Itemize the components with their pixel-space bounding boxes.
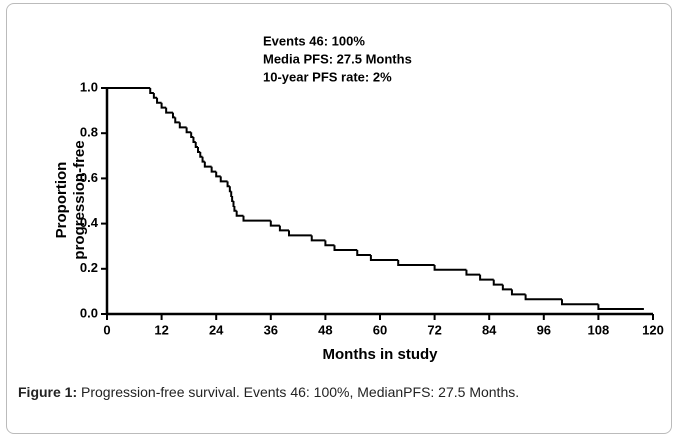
survival-step xyxy=(479,274,494,281)
survival-step xyxy=(156,97,162,104)
annotation: Events 46: 100% xyxy=(263,33,365,48)
survival-step xyxy=(397,259,435,266)
x-tick-label: 24 xyxy=(209,322,224,337)
survival-step xyxy=(203,161,212,168)
x-tick-label: 84 xyxy=(482,322,497,337)
survival-step xyxy=(369,255,399,261)
survival-step xyxy=(232,201,235,207)
survival-step xyxy=(278,225,289,232)
survival-step xyxy=(160,102,167,109)
survival-step xyxy=(310,235,326,242)
survival-step xyxy=(228,186,232,193)
survival-step xyxy=(194,142,198,148)
survival-step xyxy=(192,137,196,144)
caption-label: Figure 1: xyxy=(18,384,78,400)
survival-step xyxy=(149,88,154,94)
survival-step xyxy=(174,117,180,124)
survival-step xyxy=(269,220,280,227)
survival-step xyxy=(190,132,194,139)
survival-step xyxy=(210,166,217,173)
survival-step xyxy=(185,127,192,134)
survival-step xyxy=(324,240,335,247)
survival-step xyxy=(178,122,187,129)
survival-step xyxy=(230,191,233,198)
figure xyxy=(6,3,672,434)
survival-step xyxy=(231,196,234,202)
x-tick-label: 60 xyxy=(373,322,387,337)
annotation: 10-year PFS rate: 2% xyxy=(263,69,392,84)
survival-step xyxy=(510,289,526,296)
survival-step xyxy=(597,304,644,311)
x-tick-label: 72 xyxy=(427,322,441,337)
y-axis-label: Proportion xyxy=(53,162,70,239)
survival-step xyxy=(219,176,228,183)
x-tick-label: 0 xyxy=(103,322,110,337)
survival-step xyxy=(171,112,176,119)
survival-step xyxy=(333,245,358,252)
survival-step xyxy=(465,269,481,276)
survival-step xyxy=(433,264,467,271)
survival-step xyxy=(233,205,237,212)
y-tick-label: 0.2 xyxy=(80,260,98,275)
y-axis-label: progression-free xyxy=(71,140,88,259)
survival-step xyxy=(524,294,562,301)
x-tick-label: 48 xyxy=(318,322,332,337)
x-tick-label: 96 xyxy=(537,322,551,337)
y-tick-label: 0.8 xyxy=(80,125,98,140)
survival-step xyxy=(201,156,205,163)
caption: Figure 1: Progression-free survival. Eve… xyxy=(18,382,658,403)
survival-step xyxy=(235,210,244,217)
y-tick-label: 0.4 xyxy=(80,215,99,230)
x-tick-label: 120 xyxy=(642,322,664,337)
survival-step xyxy=(561,299,599,306)
x-tick-label: 108 xyxy=(588,322,610,337)
survival-step xyxy=(501,284,512,291)
x-axis-label: Months in study xyxy=(323,346,439,363)
survival-step xyxy=(288,230,312,237)
survival-step xyxy=(492,279,503,286)
x-tick-label: 36 xyxy=(264,322,278,337)
survival-step xyxy=(152,92,158,99)
survival-step xyxy=(199,151,203,158)
survival-step xyxy=(226,181,230,188)
y-tick-label: 1.0 xyxy=(80,79,98,94)
survival-step xyxy=(242,215,271,222)
x-tick-label: 12 xyxy=(154,322,168,337)
survival-step xyxy=(165,107,173,114)
y-tick-label: 0.6 xyxy=(80,170,98,185)
y-tick-label: 0.0 xyxy=(80,305,98,320)
survival-step xyxy=(356,250,371,257)
annotation: Media PFS: 27.5 Months xyxy=(263,51,412,66)
survival-step xyxy=(215,171,221,178)
survival-step xyxy=(197,146,201,153)
caption-text: Progression-free survival. Events 46: 10… xyxy=(81,384,520,400)
chart: Events 46: 100% Media PFS: 27.5 Months 1… xyxy=(53,33,664,363)
